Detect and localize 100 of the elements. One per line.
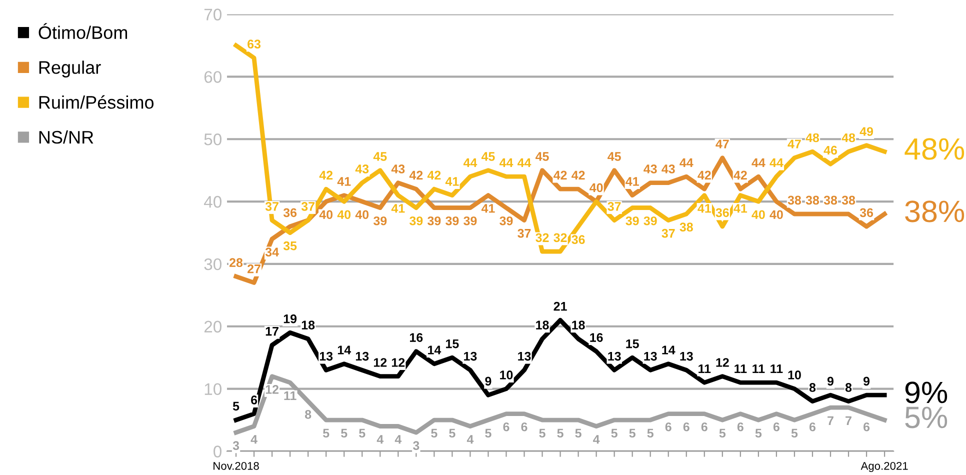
y-tick-label: 70 [204,8,222,20]
data-label: 34 [265,248,279,257]
data-label: 13 [356,352,369,361]
data-label: 39 [428,216,441,226]
data-label: 40 [319,210,333,220]
data-label: 42 [554,170,567,180]
data-label: 12 [374,358,387,367]
data-label: 7 [846,416,852,425]
data-label: 5 [232,402,240,411]
data-label: 5 [611,428,618,438]
data-label: 41 [698,204,711,213]
data-label: 5 [323,428,330,438]
legend-label: Ótimo/Bom [38,23,128,40]
data-label: 36 [283,208,297,218]
data-label: 48 [806,133,820,142]
data-label: 49 [860,127,874,136]
data-label: 37 [662,228,675,238]
data-label: 6 [809,422,816,432]
data-label: 42 [572,170,585,180]
data-label: 43 [355,164,369,174]
data-label: 21 [554,302,567,311]
data-label: 5 [647,428,654,438]
data-label: 45 [481,152,495,161]
data-label: 40 [752,210,765,220]
data-label: 16 [410,333,423,342]
data-label: 39 [446,216,459,226]
data-label: 5 [755,428,762,438]
data-label: 36 [860,208,874,218]
data-label: 12 [716,358,729,367]
data-label: 39 [500,216,513,226]
data-label: 4 [250,435,258,444]
x-tick-label: Nov.2018 [214,462,259,470]
data-label: 11 [770,364,783,374]
data-label: 63 [248,40,261,49]
data-label: 47 [716,140,729,148]
data-label: 44 [517,158,532,168]
data-label: 6 [251,396,258,404]
data-label: 6 [737,422,744,432]
data-label: 6 [665,422,672,432]
data-label: 14 [662,346,676,354]
y-tick-label: 40 [204,196,222,208]
data-label: 5 [359,428,366,438]
data-label: 41 [445,177,459,186]
data-label: 4 [466,435,474,444]
data-label: 13 [464,352,477,361]
data-label: 5 [341,428,348,438]
data-label: 42 [409,170,423,180]
legend-label: Regular [39,60,101,78]
data-label: 42 [427,170,441,180]
data-label: 6 [503,422,510,432]
data-label: 19 [284,314,297,324]
legend-label: Ruim/Péssimo [39,95,154,109]
data-label: 38 [788,196,802,205]
y-tick-label: 10 [204,383,222,396]
data-label: 36 [716,208,729,218]
data-label: 10 [788,370,801,380]
annotation: 9% [905,382,948,404]
data-label: 41 [337,177,351,186]
data-label: 40 [355,210,369,220]
data-label: 18 [572,320,585,330]
y-tick-label: 50 [204,134,222,146]
data-label: 12 [266,385,278,394]
data-label: 18 [302,320,315,330]
data-label: 35 [283,241,297,250]
data-label: 32 [536,233,549,242]
data-label: 41 [626,177,639,186]
data-label: 6 [521,422,528,432]
data-label: 13 [644,352,657,361]
data-label: 18 [536,320,549,330]
data-label: 39 [410,216,423,226]
data-label: 12 [392,358,405,367]
data-label: 14 [338,346,351,354]
data-label: 4 [376,435,384,444]
data-label: 41 [391,204,405,213]
data-label: 5 [629,428,636,438]
data-label: 3 [232,441,240,450]
y-tick-label: 0 [214,446,222,458]
data-label: 32 [554,233,567,242]
data-label: 44 [499,158,514,168]
data-label: 9 [863,376,870,386]
data-label: 3 [412,441,420,450]
data-label: 13 [608,352,621,361]
data-label: 6 [773,422,780,432]
data-label: 40 [590,183,603,192]
data-label: 47 [788,140,801,148]
data-label: 10 [500,370,513,380]
data-label: 48 [842,133,856,142]
data-label: 40 [337,210,351,220]
data-label: 41 [734,204,748,213]
data-label: 27 [248,264,260,274]
data-label: 39 [644,216,657,226]
data-label: 43 [662,164,675,174]
data-label: 8 [809,383,816,392]
annotation: 5% [905,406,948,428]
data-label: 42 [698,170,711,180]
data-label: 45 [536,152,549,161]
data-label: 38 [824,196,838,205]
data-label: 39 [464,216,477,226]
data-label: 43 [391,164,405,174]
data-label: 11 [734,364,747,374]
